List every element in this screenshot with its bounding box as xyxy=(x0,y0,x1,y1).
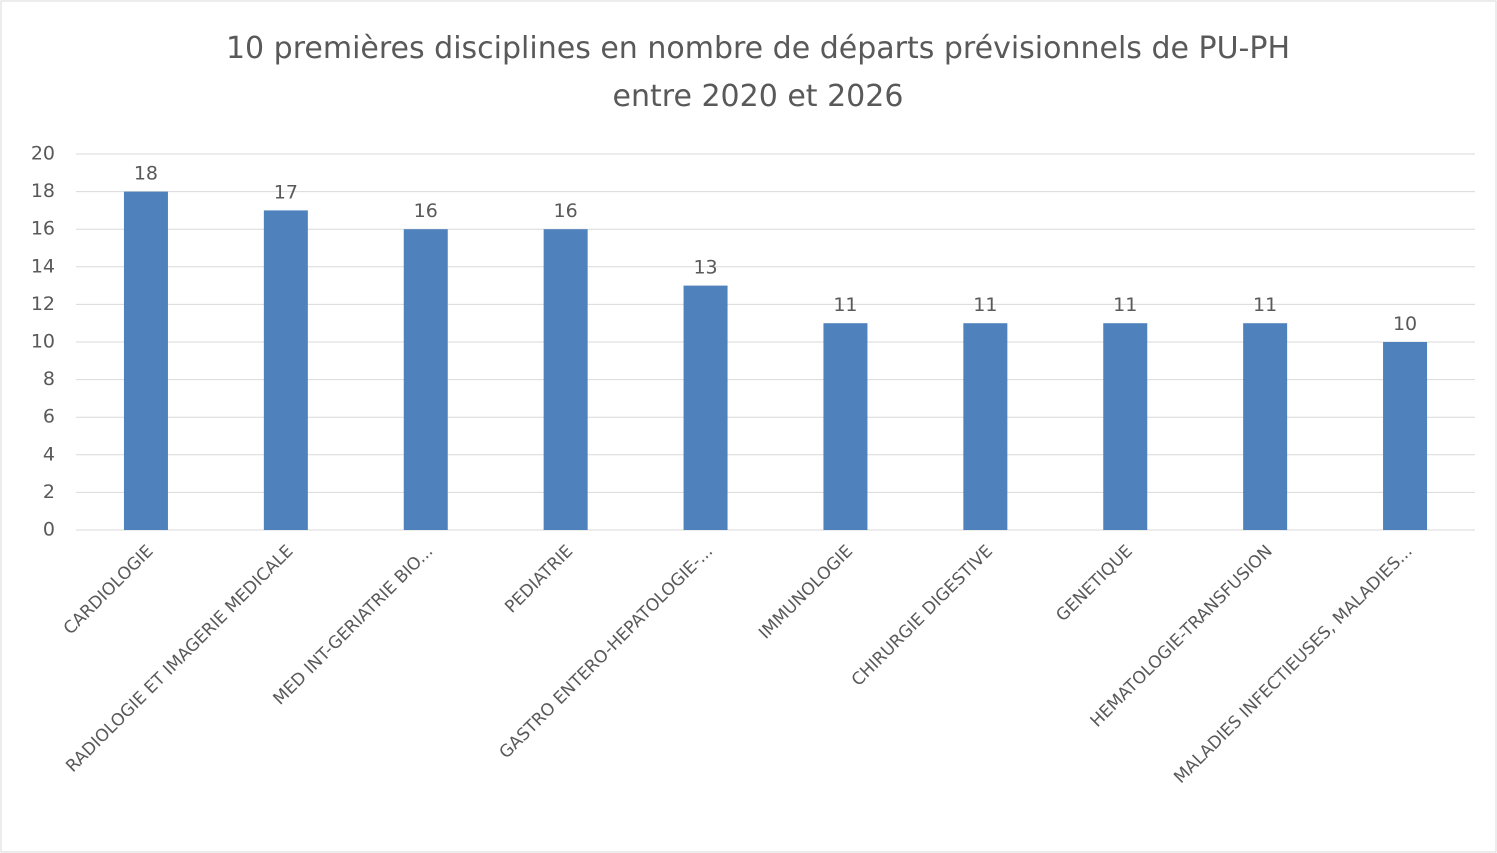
data-label: 17 xyxy=(274,181,298,203)
data-label: 13 xyxy=(693,257,717,279)
bar xyxy=(1103,323,1148,530)
bar xyxy=(263,210,308,530)
y-tick-label: 14 xyxy=(31,255,55,277)
data-label: 11 xyxy=(973,294,997,316)
y-tick-label: 18 xyxy=(31,180,55,202)
y-tick-label: 10 xyxy=(31,331,55,353)
y-tick-label: 8 xyxy=(43,368,55,390)
data-label: 11 xyxy=(1113,294,1137,316)
y-tick-label: 20 xyxy=(31,143,55,165)
y-tick-label: 0 xyxy=(43,519,55,541)
chart-title: entre 2020 et 2026 xyxy=(613,79,904,114)
data-label: 18 xyxy=(134,163,158,185)
data-label: 16 xyxy=(414,200,438,222)
data-label: 11 xyxy=(833,294,857,316)
y-tick-label: 16 xyxy=(31,218,55,240)
data-label: 16 xyxy=(554,200,578,222)
chart-title: 10 premières disciplines en nombre de dé… xyxy=(226,31,1290,66)
y-tick-label: 6 xyxy=(43,406,55,428)
bar xyxy=(823,323,868,530)
bar xyxy=(543,229,588,530)
y-tick-label: 2 xyxy=(43,481,55,503)
y-tick-label: 4 xyxy=(43,443,55,465)
y-tick-label: 12 xyxy=(31,293,55,315)
bar xyxy=(1243,323,1288,530)
data-label: 11 xyxy=(1253,294,1277,316)
bar xyxy=(963,323,1008,530)
bar xyxy=(403,229,448,530)
data-label: 10 xyxy=(1393,313,1417,335)
bar xyxy=(123,191,168,530)
bar xyxy=(683,285,728,530)
bar xyxy=(1383,342,1428,530)
